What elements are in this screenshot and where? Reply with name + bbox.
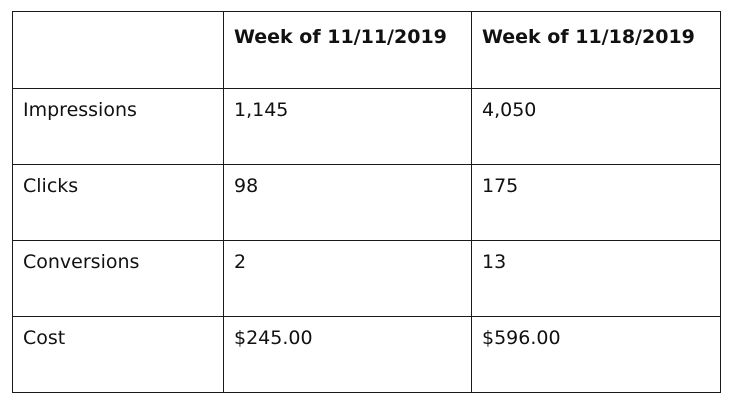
table-row: Impressions 1,145 4,050 [12,88,721,165]
header-cell-week-2: Week of 11/18/2019 [471,11,721,89]
table-row: Cost $245.00 $596.00 [12,316,721,393]
header-row: Week of 11/11/2019 Week of 11/18/2019 [12,11,721,89]
header-cell-empty [12,11,224,89]
row-label-conversions: Conversions [12,240,224,317]
cost-week-1: $245.00 [223,316,472,393]
row-label-impressions: Impressions [12,88,224,165]
header-cell-week-1: Week of 11/11/2019 [223,11,472,89]
clicks-week-1: 98 [223,164,472,241]
row-label-cost: Cost [12,316,224,393]
conversions-week-2: 13 [471,240,721,317]
table-row: Clicks 98 175 [12,164,721,241]
row-label-clicks: Clicks [12,164,224,241]
impressions-week-1: 1,145 [223,88,472,165]
clicks-week-2: 175 [471,164,721,241]
conversions-week-1: 2 [223,240,472,317]
cost-week-2: $596.00 [471,316,721,393]
table-row: Conversions 2 13 [12,240,721,317]
metrics-table: Week of 11/11/2019 Week of 11/18/2019 Im… [12,11,721,393]
impressions-week-2: 4,050 [471,88,721,165]
